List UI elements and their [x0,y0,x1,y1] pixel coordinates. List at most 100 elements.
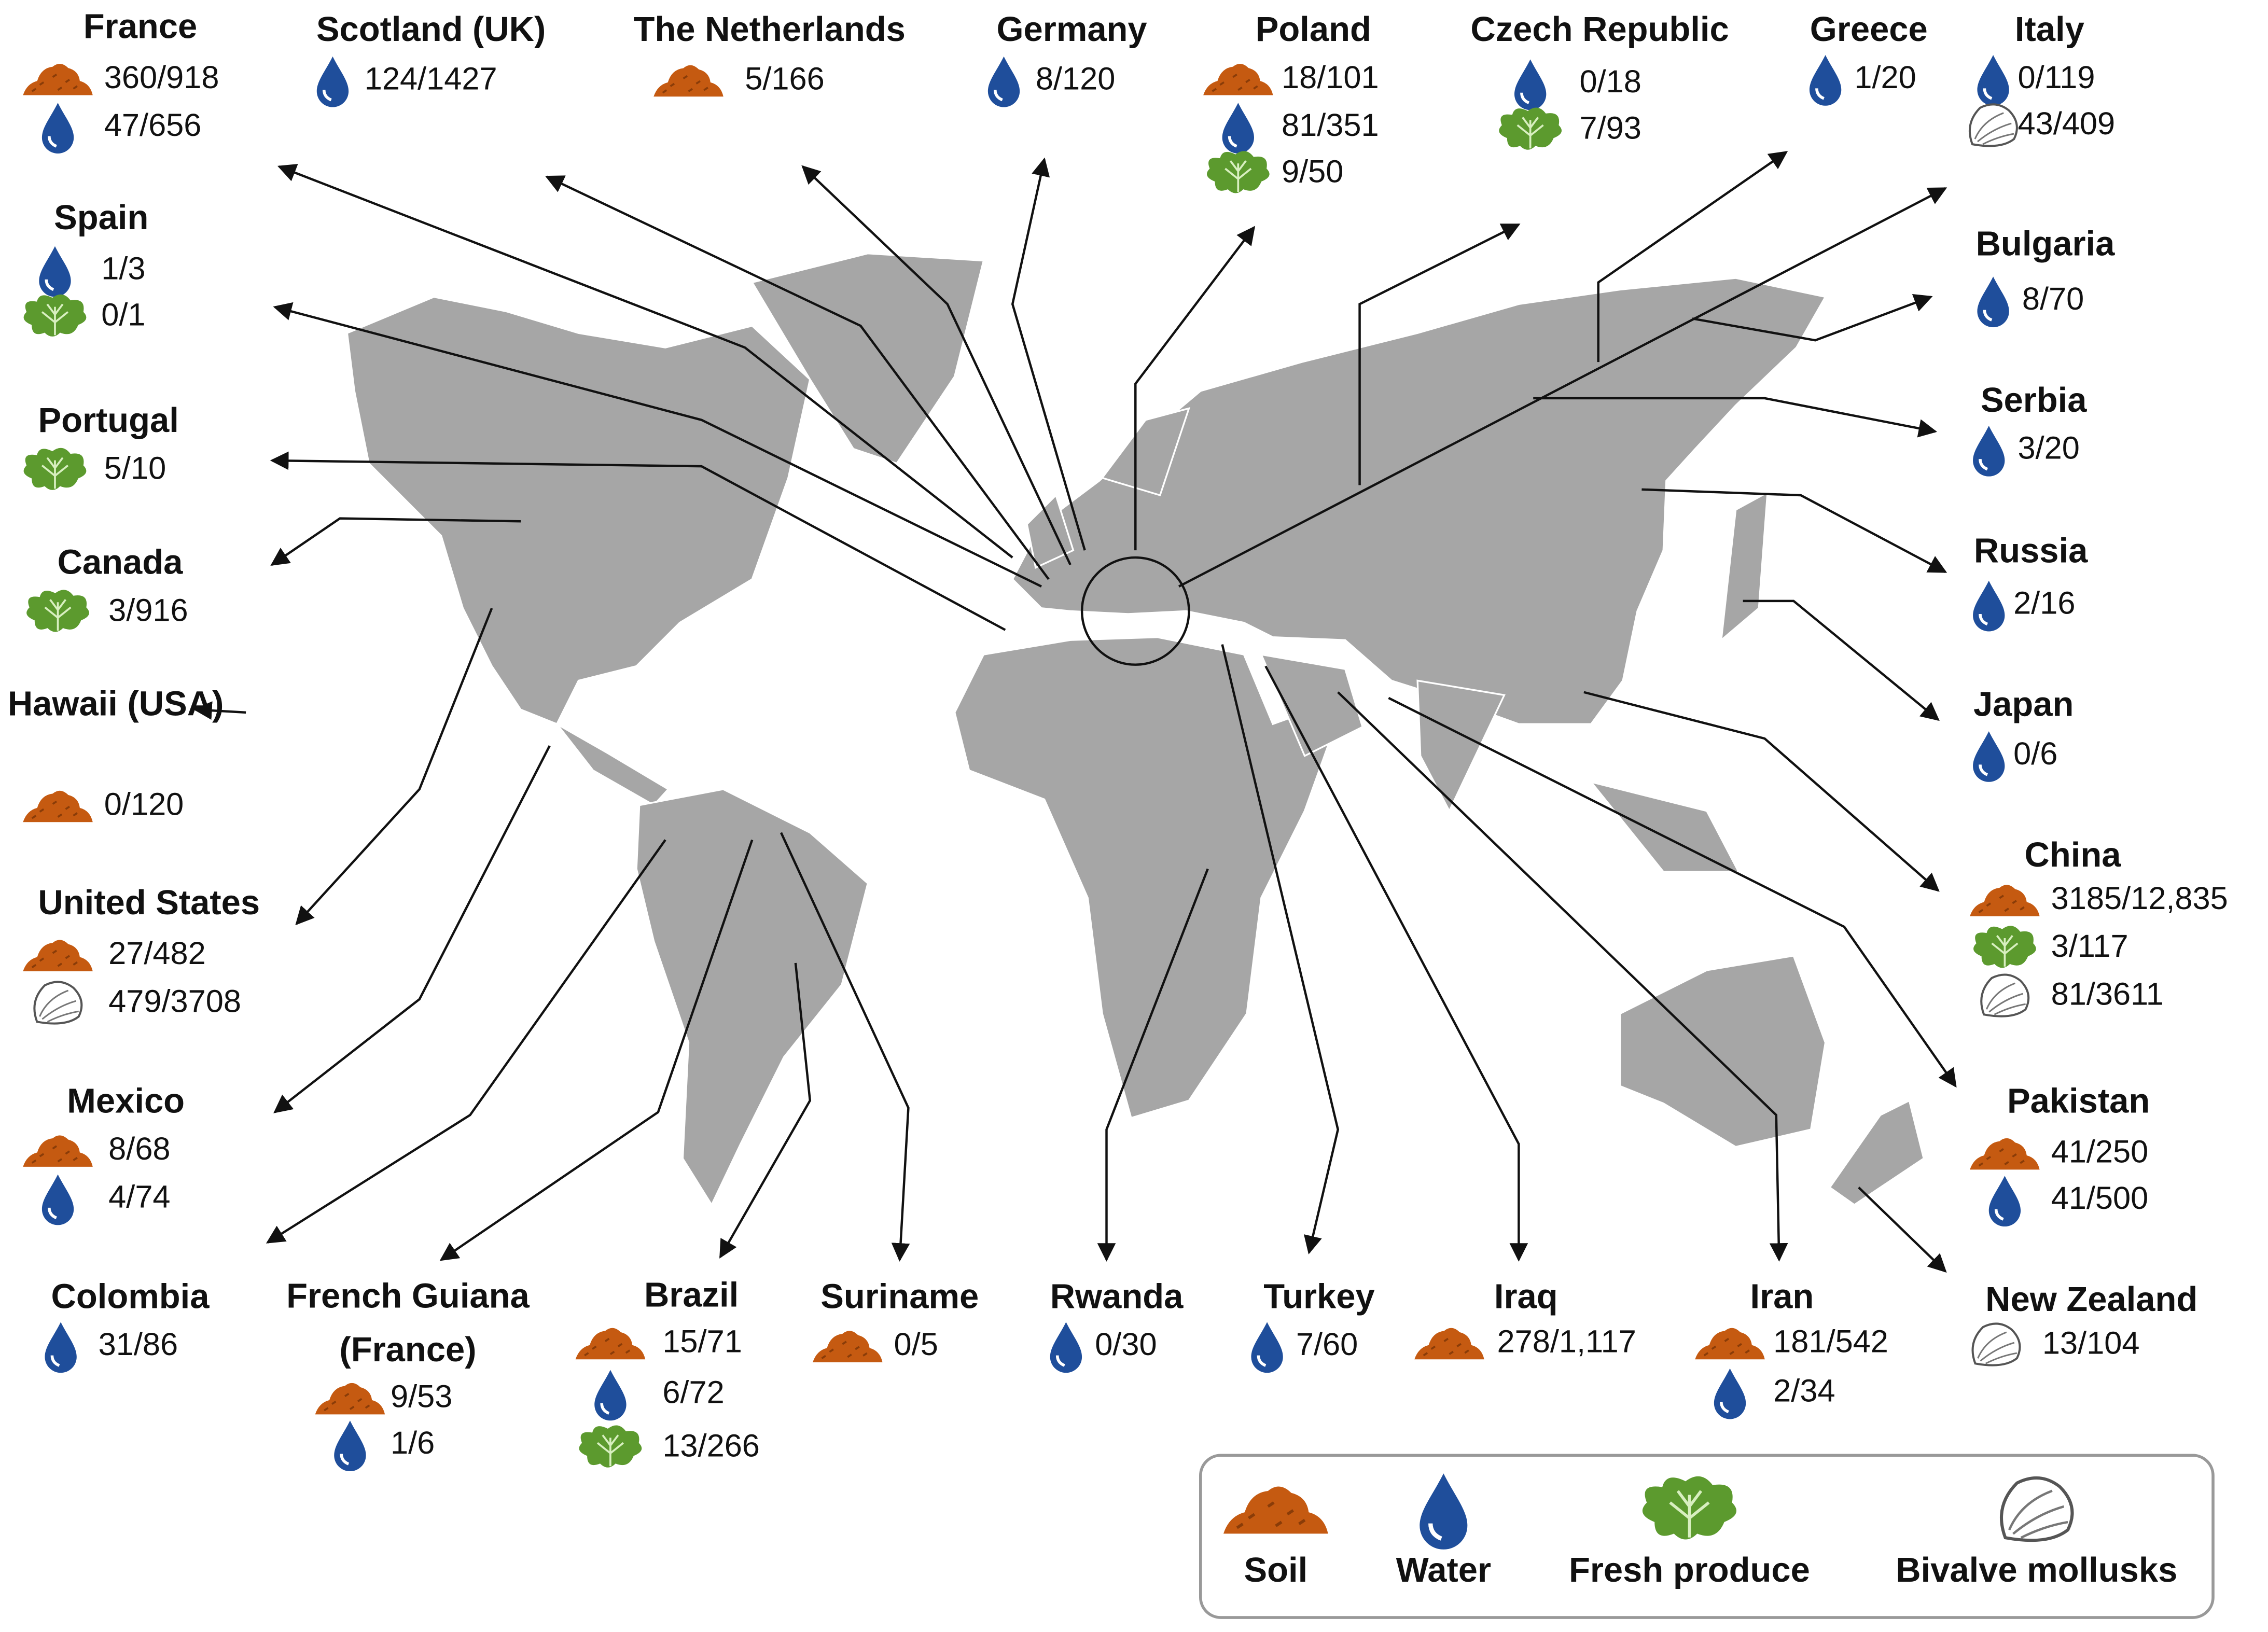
sample-count: 6/72 [662,1374,724,1410]
legend-label: Bivalve mollusks [1896,1551,2177,1589]
sample-count: 9/53 [391,1379,452,1415]
sample-count: 0/6 [2013,736,2057,772]
sample-count: 360/918 [104,60,219,95]
location-name: Germany [996,10,1147,49]
arrow [266,839,666,1244]
icon-produce [26,590,89,632]
icon-water [39,246,71,297]
icon-soil [1203,64,1273,95]
icon-soil [813,1331,882,1362]
icon-water [1989,1176,2021,1226]
sample-count: 181/542 [1773,1324,1888,1360]
sample-count: 7/60 [1296,1327,1358,1362]
location-name: Colombia [51,1277,210,1316]
arrow [1264,665,1528,1262]
icon-produce [579,1426,642,1468]
sample-count: 8/120 [1036,61,1115,97]
sample-count: 18/101 [1282,60,1379,95]
arrow [1097,868,1209,1262]
icon-soil [23,1135,92,1167]
sample-count: 0/119 [2018,60,2095,95]
location-name: China [2025,835,2122,874]
arrow [1337,691,1788,1262]
sample-count: 1/3 [101,250,145,286]
location-name: French Guiana (France) [286,1277,530,1370]
icon-soil [23,64,92,95]
sample-count: 0/1 [101,297,145,333]
icon-water [317,57,349,107]
sample-count: 15/71 [662,1324,742,1360]
location-name: United States [38,883,260,922]
icon-soil [23,940,92,971]
icon-water [1050,1322,1082,1373]
icon-soil [576,1328,645,1360]
arrow [801,165,1072,565]
sample-count: 0/120 [104,787,184,822]
icon-water [1973,731,2005,782]
sample-count: 27/482 [108,936,206,971]
legend-label: Water [1396,1551,1491,1589]
location-name: Iraq [1494,1277,1558,1316]
location-name: Suriname [820,1277,979,1316]
location-name-box: Hawaii (USA) [8,685,224,724]
icon-water [1714,1369,1746,1419]
location-name: Russia [1974,531,2088,570]
arrow [270,451,1006,631]
arrow [1358,223,1521,485]
location-name: Serbia [1981,381,2087,420]
location-name-box: French Guiana (France) [286,1277,530,1370]
icon-water [1973,581,2005,632]
icon-water [1514,59,1546,110]
sample-count: 7/93 [1579,110,1641,146]
sample-count: 8/68 [108,1131,170,1167]
sample-count: 41/250 [2051,1134,2149,1170]
sample-count: 4/74 [108,1179,170,1215]
sample-count: 0/18 [1579,64,1641,100]
sample-count: 81/3611 [2051,976,2164,1012]
arrows [193,151,1957,1273]
arrow [1221,644,1340,1254]
icon-water [1977,276,2009,327]
location-name: Canada [58,543,184,582]
icon-bivalve [1973,1323,2020,1365]
location-name: Japan [1973,685,2074,723]
sample-count: 0/5 [894,1327,938,1362]
icon-water [42,1175,74,1225]
arrow [270,517,521,566]
icon-soil [1970,1138,2039,1170]
icon-produce [1973,926,2036,968]
sample-count: 0/30 [1095,1327,1157,1362]
icon-water [988,57,1020,107]
sample-count: 2/34 [1773,1373,1835,1408]
icon-water [1222,103,1254,154]
arrow [1583,691,1940,892]
sample-count: 47/656 [104,107,202,143]
sample-count: 43/409 [2018,106,2116,142]
location-name: France [84,7,197,46]
icon-produce [24,295,87,337]
location-name: New Zealand [1985,1280,2197,1319]
sample-count: 124/1427 [365,61,497,97]
sample-count: 2/16 [2013,585,2075,621]
location-name: Poland [1256,10,1371,49]
sample-count: 9/50 [1282,154,1343,189]
icon-soil [1414,1328,1484,1360]
arrow [1178,187,1947,588]
sample-count: 3/916 [108,592,188,628]
arrow [273,302,1042,588]
location-name: Portugal [38,401,178,440]
icon-produce [1207,151,1270,193]
location-name: The Netherlands [634,10,906,49]
location-name: Spain [54,198,148,237]
location-name: Iran [1750,1277,1814,1316]
icon-bivalve [2001,1478,2072,1540]
sample-count: 3/20 [2018,430,2080,466]
arrow [1597,151,1788,362]
icon-water [1973,426,2005,477]
icon-water [1810,55,1841,106]
icon-soil [315,1383,385,1415]
sample-count: 13/266 [662,1428,760,1464]
sample-count: 13/104 [2042,1325,2140,1361]
